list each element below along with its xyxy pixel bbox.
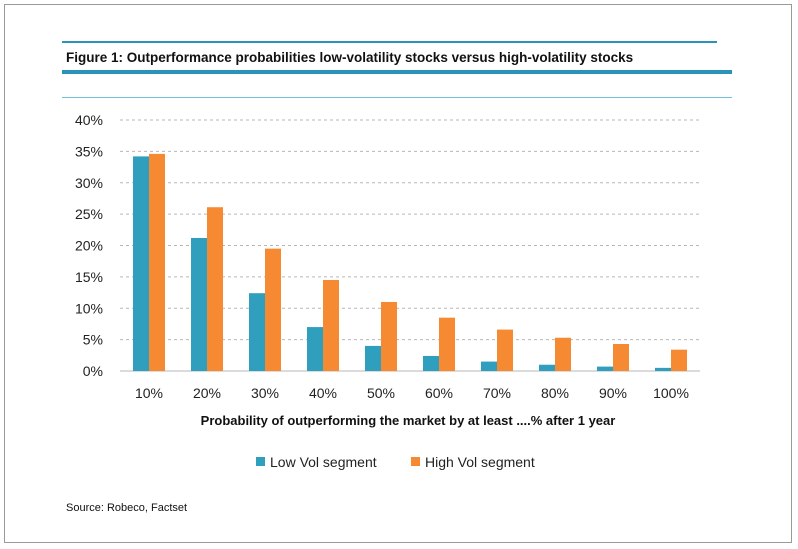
y-tick-label: 25% bbox=[75, 206, 103, 222]
low-vol-bar-50pct bbox=[365, 345, 381, 371]
x-tick-label: 90% bbox=[599, 385, 627, 401]
high-vol-bar-40pct bbox=[323, 280, 339, 371]
x-tick-label: 70% bbox=[483, 385, 511, 401]
high-vol-bar-80pct bbox=[555, 337, 571, 371]
title-underline-rule bbox=[62, 70, 732, 74]
x-tick-label: 80% bbox=[541, 385, 569, 401]
chart-top-rule bbox=[62, 97, 732, 98]
y-tick-label: 0% bbox=[83, 363, 103, 379]
y-tick-label: 35% bbox=[75, 143, 103, 159]
low-vol-bar-60pct bbox=[423, 355, 439, 371]
y-tick-label: 5% bbox=[83, 332, 103, 348]
x-tick-label: 100% bbox=[653, 385, 689, 401]
legend-label: Low Vol segment bbox=[270, 454, 377, 470]
y-tick-label: 40% bbox=[75, 112, 103, 128]
x-tick-label: 30% bbox=[251, 385, 279, 401]
y-tick-labels: 0% 5% 10% 15% 20% 25% 30% 35% 40% bbox=[75, 112, 103, 379]
x-axis-label: Probability of outperforming the market … bbox=[201, 413, 616, 428]
high-vol-bar-60pct bbox=[439, 317, 455, 371]
low-vol-bar-70pct bbox=[481, 361, 497, 371]
source-note: Source: Robeco, Factset bbox=[66, 502, 188, 514]
figure-title: Figure 1: Outperformance probabilities l… bbox=[66, 50, 634, 65]
x-tick-label: 40% bbox=[309, 385, 337, 401]
x-tick-label: 20% bbox=[193, 385, 221, 401]
high-vol-bar-90pct bbox=[613, 344, 629, 371]
legend-swatch bbox=[256, 457, 265, 466]
high-vol-bar-100pct bbox=[671, 349, 687, 371]
low-vol-bar-20pct bbox=[191, 237, 207, 371]
x-tick-label: 10% bbox=[135, 385, 163, 401]
legend-swatch bbox=[411, 457, 420, 466]
top-rule bbox=[62, 41, 717, 43]
low-vol-bar-10pct bbox=[133, 156, 149, 371]
high-vol-bar-30pct bbox=[265, 248, 281, 371]
high-vol-bar-20pct bbox=[207, 207, 223, 371]
legend-label: High Vol segment bbox=[425, 454, 535, 470]
y-tick-label: 30% bbox=[75, 175, 103, 191]
x-tick-label: 50% bbox=[367, 385, 395, 401]
high-vol-bar-50pct bbox=[381, 301, 397, 371]
y-tick-label: 10% bbox=[75, 300, 103, 316]
high-vol-bar-70pct bbox=[497, 329, 513, 371]
low-vol-bar-40pct bbox=[307, 327, 323, 371]
y-tick-label: 20% bbox=[75, 238, 103, 254]
bars bbox=[133, 153, 687, 371]
low-vol-bar-90pct bbox=[597, 366, 613, 371]
legend: Low Vol segment High Vol segment bbox=[256, 454, 535, 470]
low-vol-bar-100pct bbox=[655, 367, 671, 371]
low-vol-bar-80pct bbox=[539, 364, 555, 371]
x-tick-label: 60% bbox=[425, 385, 453, 401]
low-vol-bar-30pct bbox=[249, 293, 265, 371]
x-tick-labels: 10% 20% 30% 40% 50% 60% 70% 80% 90% 100% bbox=[135, 385, 689, 401]
high-vol-bar-10pct bbox=[149, 153, 165, 371]
y-tick-label: 15% bbox=[75, 269, 103, 285]
